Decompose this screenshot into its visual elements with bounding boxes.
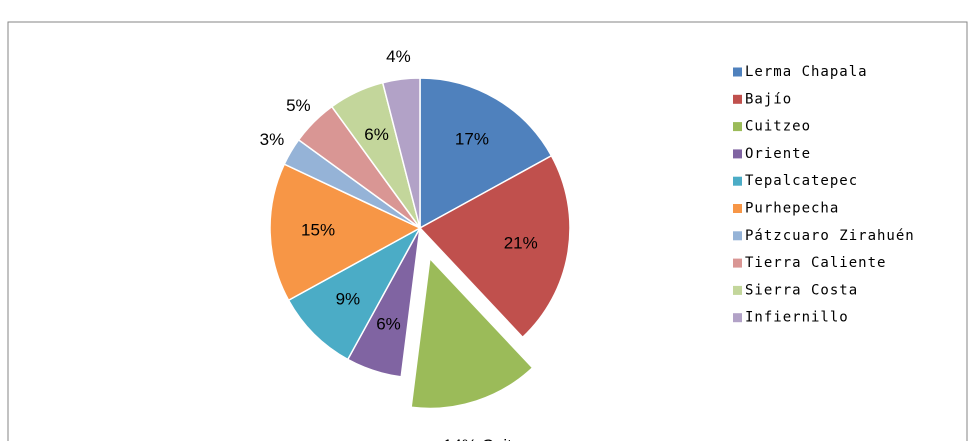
data-label: 6% bbox=[376, 314, 401, 333]
legend-swatch bbox=[733, 313, 742, 323]
data-label: 15% bbox=[301, 221, 335, 240]
legend-label: Oriente bbox=[745, 146, 811, 162]
data-label: 9% bbox=[336, 290, 361, 309]
pie-slice bbox=[419, 77, 553, 230]
data-label: 3% bbox=[260, 130, 285, 149]
legend-swatch bbox=[733, 67, 742, 77]
legend-label: Purhepecha bbox=[745, 201, 839, 217]
legend-swatch bbox=[733, 122, 742, 132]
data-label: 17% bbox=[455, 130, 489, 149]
data-label: 6% bbox=[364, 125, 389, 144]
legend-swatch bbox=[733, 204, 742, 213]
legend-label: Sierra Costa bbox=[745, 282, 858, 298]
data-label: 4% bbox=[386, 47, 411, 66]
pie-slice bbox=[381, 77, 421, 229]
legend-label: Tierra Caliente bbox=[745, 255, 886, 271]
legend-swatch bbox=[733, 258, 742, 268]
legend-label: Cuitzeo bbox=[745, 119, 811, 135]
pie-slice bbox=[287, 226, 422, 361]
legend-label: Infiernillo bbox=[745, 310, 849, 326]
pie-slice bbox=[418, 154, 571, 339]
legend-swatch bbox=[733, 285, 742, 295]
legend-swatch bbox=[733, 176, 742, 186]
legend-swatch bbox=[733, 231, 742, 241]
legend-label: Lerma Chapala bbox=[745, 64, 868, 80]
legend-label: Tepalcatepec bbox=[745, 173, 858, 189]
pie-slice bbox=[269, 163, 422, 302]
data-label: 14% Cuitzeo bbox=[443, 436, 539, 441]
legend-label: Bajío bbox=[745, 91, 792, 107]
legend-label: Pátzcuaro Zirahuén bbox=[745, 228, 915, 244]
legend-swatch bbox=[733, 94, 742, 104]
data-label: 21% bbox=[504, 233, 538, 252]
legend-swatch bbox=[733, 149, 742, 159]
pie-slice bbox=[410, 256, 534, 410]
data-label: 5% bbox=[286, 96, 311, 115]
